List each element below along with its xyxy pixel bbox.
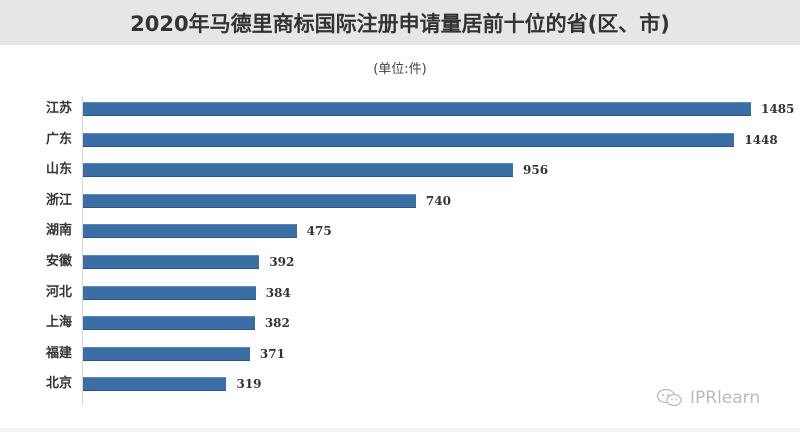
bar-row: 北京 319 [0,376,800,392]
watermark: IPRlearn [656,388,760,408]
bar-row: 湖南 475 [0,223,800,239]
bar [83,102,751,116]
y-axis-line [82,96,83,406]
value-label: 740 [425,193,451,208]
value-label: 382 [264,316,290,331]
title-bar: 2020年马德里商标国际注册申请量居前十位的省(区、市) [0,0,800,45]
value-label: 1448 [744,132,778,147]
value-label: 392 [269,255,295,269]
bar-row: 河北 384 [0,285,800,301]
bar [83,193,416,208]
value-label: 384 [265,285,291,300]
bar [83,377,227,392]
bar [83,346,250,361]
value-label: 371 [259,346,285,361]
value-label: 1485 [761,102,795,116]
category-label: 广东 [45,131,72,147]
category-label: 北京 [45,376,72,392]
category-label: 湖南 [45,223,72,239]
bar [83,316,255,331]
category-label: 河北 [45,284,72,300]
category-label: 上海 [45,315,72,331]
bottom-border [0,428,800,432]
value-label: 319 [236,377,262,392]
wechat-icon [656,388,682,407]
category-label: 浙江 [45,192,72,208]
bar-row: 浙江 740 [0,193,800,209]
bar-row: 山东 956 [0,162,800,178]
value-label: 475 [306,224,332,239]
bar-row: 安徽 392 [0,254,800,270]
category-label: 山东 [45,162,72,178]
value-label: 956 [523,163,549,178]
category-label: 安徽 [45,254,72,269]
bar [83,224,297,239]
category-label: 福建 [45,345,72,361]
bar [83,163,514,178]
unit-label: (单位:件) [373,62,427,77]
bar [83,285,256,300]
bar [83,255,260,269]
watermark-text: IPRlearn [690,388,761,408]
bar-row: 广东 1448 [0,132,800,148]
bar-row: 江苏 1485 [0,101,800,117]
bar [83,132,735,147]
chart-title: 2020年马德里商标国际注册申请量居前十位的省(区、市) [130,11,670,36]
bar-row: 福建 371 [0,346,800,362]
category-label: 江苏 [45,101,72,116]
bar-row: 上海 382 [0,315,800,331]
